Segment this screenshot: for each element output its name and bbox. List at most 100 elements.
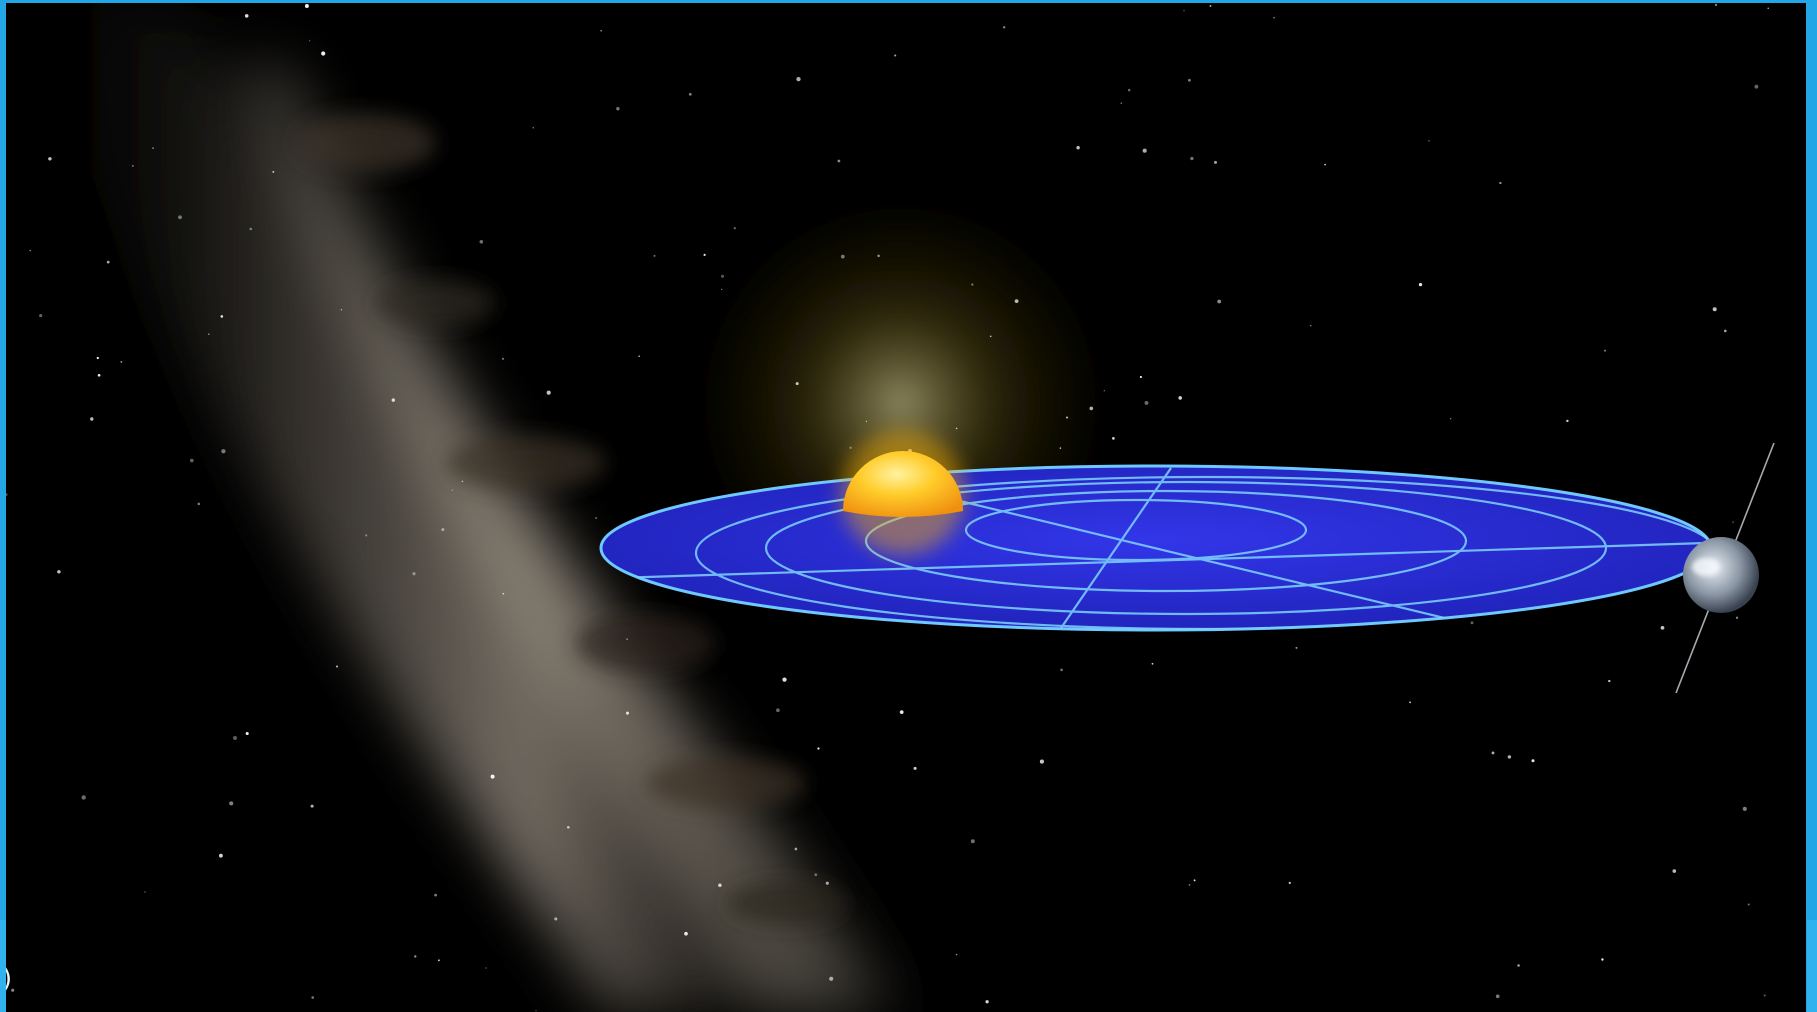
star [304, 4, 309, 8]
star [96, 356, 99, 360]
ecliptic-disc [599, 464, 1713, 632]
star [1209, 4, 1212, 7]
star [490, 774, 495, 779]
star [221, 449, 226, 454]
star [57, 570, 61, 574]
star [1491, 751, 1495, 755]
star [1193, 879, 1196, 882]
star [600, 30, 602, 32]
star [1190, 156, 1194, 161]
earth [1675, 442, 1775, 694]
star [616, 107, 620, 111]
star [684, 931, 688, 936]
star [321, 51, 326, 56]
star [189, 458, 194, 463]
star [485, 967, 487, 969]
star [532, 126, 535, 129]
star [437, 959, 440, 962]
star [626, 711, 629, 715]
star [1060, 668, 1063, 672]
star [913, 766, 917, 770]
star [1712, 307, 1717, 312]
star [178, 215, 182, 220]
star [229, 801, 234, 806]
star [90, 417, 94, 421]
star [1449, 418, 1452, 420]
star [837, 159, 841, 163]
star [814, 873, 818, 877]
star [1310, 325, 1312, 327]
star [272, 170, 275, 173]
star [441, 528, 445, 532]
star [1039, 759, 1044, 764]
star [829, 976, 834, 981]
star [1724, 329, 1727, 333]
star [595, 517, 597, 519]
star [461, 480, 464, 483]
space-scene [6, 3, 1806, 1012]
corner-glyph: ) [6, 966, 12, 992]
star [1499, 181, 1502, 185]
star [336, 665, 338, 668]
left-edge-strip [0, 920, 6, 1012]
star [365, 534, 368, 537]
star [782, 677, 787, 682]
star [535, 1009, 537, 1012]
star [653, 254, 656, 257]
star [1732, 521, 1734, 523]
star [1273, 16, 1275, 19]
star [546, 390, 551, 395]
star [29, 249, 32, 252]
star [1178, 396, 1182, 400]
star [554, 917, 558, 921]
star [434, 893, 437, 897]
star [1601, 958, 1604, 961]
star [1142, 148, 1147, 153]
star [1470, 621, 1474, 625]
star [817, 747, 820, 750]
star [985, 1000, 989, 1004]
star [1507, 755, 1512, 759]
star [1495, 994, 1500, 999]
star [6, 493, 8, 496]
star [152, 147, 154, 149]
star [97, 373, 101, 377]
star [566, 825, 570, 829]
star [638, 355, 640, 357]
star [1747, 903, 1750, 906]
star [208, 333, 210, 335]
star [1767, 7, 1769, 9]
star [1288, 881, 1291, 885]
star [894, 54, 897, 57]
milky-way-dust [296, 113, 846, 925]
star [219, 853, 223, 858]
star [1144, 400, 1149, 405]
star [688, 92, 692, 96]
video-viewport[interactable]: ) [6, 3, 1806, 1012]
star [626, 638, 628, 640]
star [120, 360, 123, 363]
star [1139, 375, 1142, 379]
star [245, 731, 249, 736]
star [1428, 140, 1430, 142]
star [1295, 646, 1298, 649]
star [718, 883, 722, 887]
star [451, 489, 454, 492]
star [1742, 806, 1747, 811]
star [1003, 26, 1006, 29]
star [144, 891, 146, 893]
star [1604, 349, 1606, 352]
star [1714, 3, 1718, 7]
star [899, 710, 904, 714]
star [502, 592, 505, 595]
star [1409, 701, 1412, 704]
star [1660, 625, 1665, 630]
star [311, 996, 315, 999]
star [233, 736, 237, 740]
star [825, 881, 829, 885]
star [794, 847, 798, 851]
star [106, 260, 110, 264]
star [1735, 616, 1739, 619]
star [733, 226, 737, 230]
star [132, 165, 134, 167]
